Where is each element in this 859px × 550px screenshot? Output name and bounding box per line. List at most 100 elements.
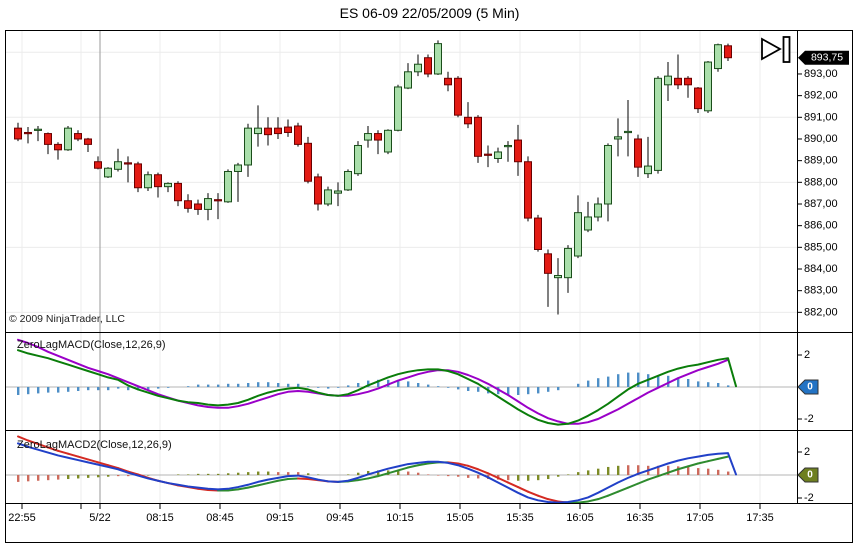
candle-body (534, 217, 542, 250)
macd2-axis-zero-badge (797, 467, 819, 483)
macd2-trend-segment (87, 458, 99, 464)
price-tick-label: 892,00 (804, 90, 838, 102)
macd2-panel-label: ZeroLagMACD2(Close,12,26,9) (17, 439, 172, 451)
macd2-trend-segment (717, 455, 729, 460)
macd2-histogram-bar (537, 475, 540, 481)
macd2-histogram-bar (237, 472, 240, 475)
macd-histogram-bar (197, 384, 200, 387)
chart-area: 893,00 892,00 891,00 890,00 889,00 888,00 887,… (5, 30, 853, 543)
macd-histogram-bar (617, 374, 620, 387)
candle-body (554, 275, 562, 279)
macd2-histogram-bar (717, 469, 720, 475)
macd2-histogram-bar (557, 475, 560, 477)
macd2-trend-segment (287, 477, 299, 481)
candle-body (224, 170, 232, 203)
candle-body (724, 45, 732, 59)
macd2-histogram-bar (697, 468, 700, 475)
macd2-histogram-bar (67, 475, 70, 480)
macd2-trend-segment (467, 464, 479, 471)
candle-body (324, 189, 332, 205)
macd2-histogram-bar (637, 465, 640, 475)
candle-body (674, 77, 682, 86)
macd2-histogram-bar (547, 475, 550, 480)
macd2-histogram-bar (297, 472, 300, 475)
macd-axis-zero-badge-label: 0 (807, 382, 813, 393)
macd-histogram-bar (57, 387, 60, 393)
macd-histogram-bar (127, 387, 130, 391)
macd2-histogram-bar (277, 472, 280, 475)
macd2-line (17, 442, 737, 504)
macd2-histogram-bar (617, 465, 620, 475)
macd2-trend-segment (507, 481, 519, 489)
macd-histogram-bar (357, 383, 360, 387)
macd2-histogram-bar (267, 471, 270, 475)
candle-body (24, 131, 32, 135)
macd-histogram-bar (47, 387, 50, 393)
last-price-label: 893,75 (811, 52, 843, 64)
macd2-histogram-bar (587, 470, 590, 475)
playback-triangle[interactable] (761, 37, 782, 61)
candle-body (154, 174, 162, 188)
macd2-histogram-bar (37, 475, 40, 481)
candle-body (614, 136, 622, 140)
macd-histogram-bar (307, 386, 310, 387)
candle-body (304, 142, 312, 182)
candle-body (704, 61, 712, 112)
macd-histogram-bar (77, 387, 80, 391)
candle-body (74, 133, 82, 140)
candle-body (284, 126, 292, 133)
price-tick-label: 888,00 (804, 176, 838, 188)
candle-body (294, 125, 302, 145)
price-tick-label: 882,00 (804, 306, 838, 318)
candle-body (254, 127, 262, 135)
price-tick-label: 886,00 (804, 220, 838, 232)
macd2-histogram-bar (687, 466, 690, 475)
macd-histogram-bar (417, 383, 420, 387)
candle-body (384, 129, 392, 153)
macd2-trend-segment (117, 467, 129, 473)
macd2-axis-tick-label: -2 (804, 492, 814, 504)
candle-body (574, 212, 582, 257)
macd-histogram-bar (337, 387, 340, 388)
macd2-histogram-bar (597, 468, 600, 475)
macd2-trend-segment (647, 475, 659, 481)
macd2-histogram-bar (707, 468, 710, 475)
macd2-trend-segment (617, 486, 629, 493)
macd-histogram-bar (427, 384, 430, 387)
candle-body (244, 127, 252, 166)
price-tick-label: 883,00 (804, 285, 838, 297)
macd-histogram-bar (347, 385, 350, 387)
macd2-trend-segment (657, 471, 669, 478)
macd2-histogram-bar (417, 472, 420, 475)
macd2-axis-zero-badge-label: 0 (807, 470, 813, 481)
candle-body (114, 161, 122, 170)
macd2-trend-segment (407, 464, 419, 469)
macd-histogram-bar (397, 380, 400, 387)
macd-histogram-bar (527, 387, 530, 395)
macd-histogram-bar (207, 384, 210, 387)
macd-histogram-bar (687, 379, 690, 387)
macd2-histogram-bar (667, 465, 670, 475)
playback-icon[interactable] (761, 36, 791, 63)
candle-body (634, 138, 642, 168)
candle-body (144, 174, 152, 189)
price-tick-label: 890,00 (804, 133, 838, 145)
macd-histogram-bar (677, 377, 680, 387)
time-tick-label: 09:45 (326, 512, 354, 524)
chart-canvas[interactable]: 893,00 892,00 891,00 890,00 889,00 888,00 887,… (5, 30, 853, 543)
macd-histogram-bar (287, 383, 290, 387)
candle-body (474, 116, 482, 157)
macd2-histogram-bar (607, 466, 610, 475)
macd2-trend-segment (577, 500, 589, 504)
candle-body (124, 162, 132, 165)
macd2-trend-segment (607, 490, 619, 497)
macd2-histogram-bar (97, 475, 100, 478)
macd2-trend-segment (377, 472, 389, 478)
macd-histogram-bar (717, 383, 720, 387)
macd-histogram-bar (227, 383, 230, 387)
macd2-histogram-bar (317, 474, 320, 475)
price-tick-label: 893,00 (804, 68, 838, 80)
macd2-histogram-bar (107, 475, 110, 477)
playback-bar[interactable] (782, 36, 791, 63)
macd2-histogram-bar (457, 475, 460, 477)
